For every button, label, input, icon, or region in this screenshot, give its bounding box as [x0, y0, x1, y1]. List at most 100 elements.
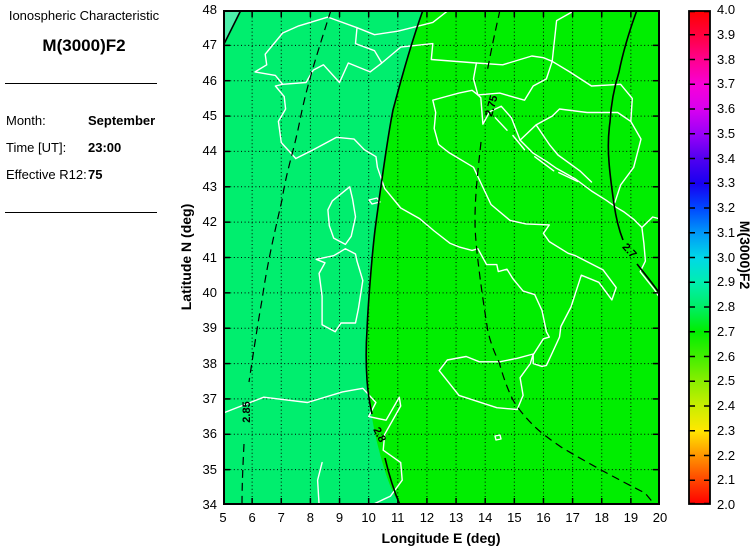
x-tick-label: 8	[306, 510, 314, 525]
coastline	[641, 216, 660, 229]
y-tick-label: 38	[202, 355, 217, 371]
coastline	[223, 387, 403, 505]
x-tick-label: 17	[565, 510, 580, 525]
coastline	[512, 134, 526, 151]
panel-subtitle: Ionospheric Characteristic	[8, 8, 160, 23]
y-tick-label: 42	[202, 214, 217, 230]
y-tick-label: 46	[202, 72, 217, 88]
y-tick-label: 40	[202, 284, 217, 300]
x-tick-label: 14	[477, 510, 493, 525]
x-axis-title: Longitude E (deg)	[381, 530, 501, 546]
colorbar-tick-label: 2.4	[717, 398, 736, 413]
month-label: Month:	[6, 113, 46, 128]
x-tick-label: 16	[536, 510, 551, 525]
divider-bottom	[5, 212, 157, 213]
info-panel: Ionospheric Characteristic M(3000)F2 Mon…	[0, 0, 170, 551]
contour-label-2.75: 2.75	[483, 94, 500, 118]
contour-line-2.75	[474, 141, 656, 505]
y-tick-label: 45	[202, 108, 217, 124]
coastline	[315, 248, 364, 333]
x-tick-label: 19	[623, 510, 639, 525]
time-label: Time [UT]:	[6, 140, 67, 155]
x-tick-label: 12	[419, 510, 435, 525]
contour-line-2.9	[223, 10, 242, 47]
colorbar	[688, 10, 711, 505]
y-tick-label: 36	[202, 426, 217, 442]
colorbar-tick-label: 2.0	[717, 497, 736, 512]
colorbar-tick-label: 3.4	[717, 150, 736, 166]
y-tick-label: 37	[202, 390, 217, 406]
coastline	[475, 10, 577, 66]
panel-title: M(3000)F2	[42, 36, 126, 55]
colorbar-tick-label: 3.0	[717, 249, 736, 265]
x-tick-label: 18	[594, 510, 609, 525]
y-tick-label: 41	[202, 249, 217, 265]
x-tick-label: 7	[277, 510, 285, 525]
y-tick-label: 34	[202, 497, 217, 512]
coastline	[254, 16, 383, 85]
x-tick-label: 9	[335, 510, 344, 525]
coastline	[494, 117, 508, 131]
month-value: September	[88, 113, 156, 128]
colorbar-border	[688, 10, 711, 505]
contour-line-2.75	[486, 10, 501, 73]
coastline	[327, 186, 357, 246]
coastline	[368, 197, 381, 205]
y-tick-label: 47	[202, 37, 217, 53]
coastline	[295, 89, 660, 368]
colorbar-tick-label: 2.2	[717, 447, 736, 463]
field-time: Time [UT]: 23:00	[6, 140, 170, 155]
time-value: 23:00	[88, 140, 122, 155]
contour-line-2.8	[365, 10, 424, 415]
colorbar-tick-label: 2.6	[717, 348, 736, 364]
colorbar-tick-label: 3.2	[717, 200, 736, 215]
colorbar-tick-label: 3.8	[717, 51, 736, 67]
plot-border	[223, 10, 660, 505]
x-tick-label: 13	[448, 510, 464, 525]
contour-label-2.85: 2.85	[241, 401, 253, 422]
y-tick-label: 44	[202, 143, 217, 159]
field-r12: Effective R12: 75	[6, 167, 170, 182]
x-tick-label: 6	[248, 510, 256, 525]
coastline	[316, 461, 323, 505]
coastline	[477, 60, 553, 101]
colorbar-tick-label: 3.1	[717, 224, 736, 240]
colorbar-tick-label: 2.8	[717, 299, 736, 314]
colorbar-tick-label: 2.9	[717, 274, 736, 290]
colorbar-tick-label: 3.3	[717, 175, 736, 191]
colorbar-title: M(3000)F2	[737, 220, 753, 290]
colorbar-tick-label: 2.5	[717, 373, 736, 389]
r12-value: 75	[88, 167, 103, 182]
colorbar-tick-label: 2.7	[717, 323, 736, 339]
coastline	[551, 60, 633, 123]
coastline	[519, 108, 642, 204]
colorbar-tick-label: 3.7	[717, 76, 736, 92]
colorbar-tick-label: 4.0	[717, 1, 736, 17]
coastline	[356, 10, 450, 36]
y-axis-title: Latitude N (deg)	[178, 203, 194, 311]
colorbar-tick-label: 2.3	[717, 422, 736, 438]
coastline	[381, 42, 479, 96]
coastline	[494, 434, 502, 441]
colorbar-tick-label: 3.5	[717, 125, 736, 141]
contour-line-2.7	[607, 10, 638, 241]
field-month: Month: September	[6, 113, 170, 128]
x-tick-label: 15	[507, 510, 522, 525]
colorbar-tick-label: 3.9	[717, 26, 736, 42]
coastline	[558, 171, 579, 183]
x-tick-label: 20	[652, 510, 668, 525]
coastline	[535, 124, 593, 183]
divider-top	[5, 83, 157, 84]
coastline	[438, 353, 534, 411]
contour-line-2.85	[241, 443, 245, 505]
colorbar-tick-label: 2.1	[717, 472, 736, 488]
coastline	[274, 83, 297, 160]
y-tick-label: 35	[202, 461, 217, 477]
x-tick-label: 11	[391, 510, 405, 525]
y-tick-label: 39	[202, 320, 217, 336]
colorbar-tick-label: 3.6	[717, 101, 736, 116]
y-tick-label: 48	[202, 2, 217, 17]
x-tick-label: 5	[219, 510, 227, 525]
contour-map-plot: 2.852.82.752.7	[223, 10, 660, 505]
x-tick-label: 10	[361, 510, 376, 525]
